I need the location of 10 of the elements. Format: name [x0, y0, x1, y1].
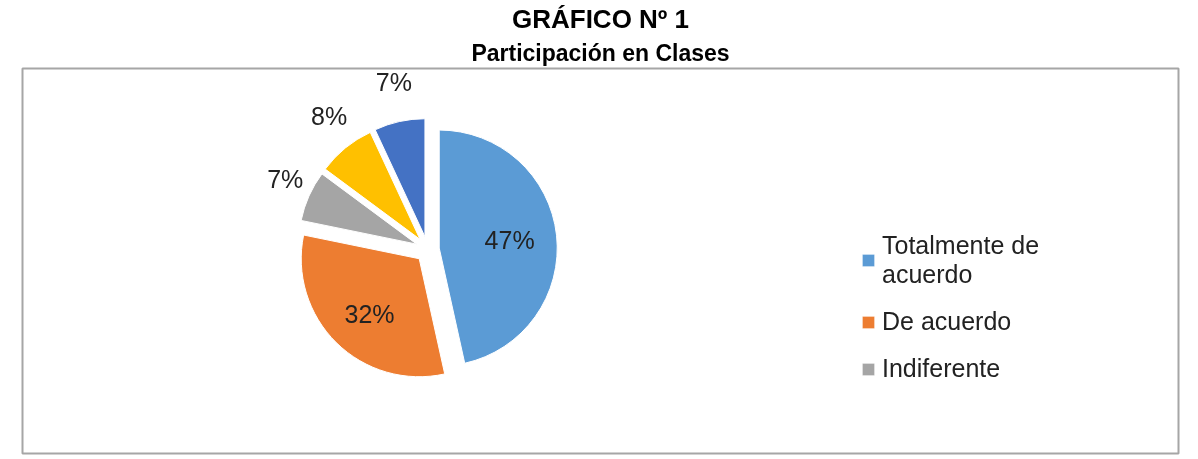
legend-label: Totalmente de acuerdo — [882, 231, 1040, 289]
data-label: 8% — [310, 102, 348, 131]
data-label: 7% — [267, 165, 304, 194]
chart-title: GRÁFICO Nº 1 — [511, 3, 690, 34]
legend-label: De acuerdo — [882, 307, 1012, 336]
data-label: 47% — [484, 225, 535, 254]
chart-subtitle: Participación en Clases — [471, 39, 730, 66]
data-label: 32% — [344, 300, 395, 329]
data-label: 7% — [375, 67, 412, 96]
legend-label: Indiferente — [882, 354, 1001, 383]
